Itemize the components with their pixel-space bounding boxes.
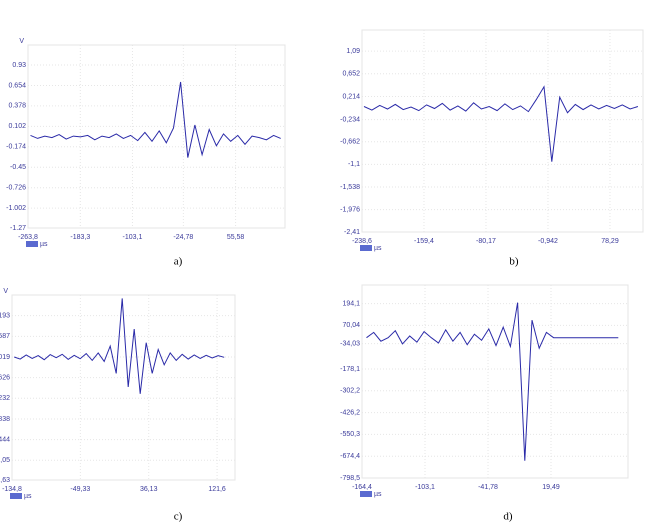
x-axis-label: µs	[24, 493, 32, 500]
x-tick-label: 36,13	[140, 486, 158, 493]
y-tick-label: -0.726	[6, 185, 26, 192]
y-axis-label: V	[19, 38, 24, 45]
y-tick-label: -34,03	[340, 341, 360, 348]
y-tick-label: -1,1	[348, 161, 360, 168]
y-tick-label: -0,234	[340, 116, 360, 123]
y-tick-label: -0,662	[340, 139, 360, 146]
caption: b)	[509, 256, 519, 268]
y-tick-label: -2,41	[344, 229, 360, 236]
x-tick-label: -134,8	[2, 486, 22, 493]
caption: d)	[503, 511, 513, 523]
x-tick-label: -41,78	[478, 484, 498, 491]
x-tick-label: -103,1	[123, 234, 143, 241]
signal-line	[30, 81, 281, 158]
y-tick-label: -798,5	[340, 475, 360, 482]
x-axis-label: µs	[374, 245, 382, 252]
x-tick-label: -263,8	[18, 234, 38, 241]
y-tick-label: 0,214	[342, 93, 360, 100]
x-tick-label: 78,29	[601, 238, 619, 245]
y-tick-label: -1,838	[0, 416, 10, 423]
y-tick-label: -550,3	[340, 431, 360, 438]
y-tick-label: -1,538	[340, 184, 360, 191]
x-tick-label: -49,33	[70, 486, 90, 493]
y-tick-label: 194,1	[342, 300, 360, 307]
y-tick-label: -674,4	[340, 453, 360, 460]
x-tick-label: -0,942	[538, 238, 558, 245]
x-tick-label: 121,6	[208, 486, 226, 493]
y-tick-label: 70,04	[342, 322, 360, 329]
plot-area	[27, 44, 286, 229]
x-tick-label: -238,6	[352, 238, 372, 245]
y-tick-label: -1,976	[340, 206, 360, 213]
x-tick-label: -159,4	[414, 238, 434, 245]
axis-badge	[10, 493, 22, 499]
y-tick-label: 0.654	[8, 82, 26, 89]
y-axis-label: V	[3, 288, 8, 295]
signal-line	[363, 85, 639, 162]
x-tick-label: -103,1	[415, 484, 435, 491]
y-tick-label: -2,444	[0, 436, 10, 443]
y-tick-label: -1.002	[6, 205, 26, 212]
y-tick-label: 0.102	[8, 123, 26, 130]
y-tick-label: -0.45	[10, 164, 26, 171]
x-tick-label: 55,58	[227, 234, 245, 241]
y-tick-label: -1.27	[10, 225, 26, 232]
signal-line	[14, 298, 225, 394]
y-tick-label: 0,587	[0, 333, 10, 340]
x-axis-label: µs	[374, 491, 382, 498]
y-tick-label: 1,193	[0, 313, 10, 320]
axis-badge	[360, 491, 372, 497]
y-tick-label: -1,232	[0, 395, 10, 402]
plot-area	[361, 284, 629, 479]
y-tick-label: 0.378	[8, 103, 26, 110]
y-tick-label: 1,09	[346, 48, 360, 55]
x-tick-label: -24,78	[173, 234, 193, 241]
x-axis-label: µs	[40, 241, 48, 248]
signal-line	[366, 302, 619, 461]
caption: c)	[174, 511, 183, 523]
y-tick-label: -302,2	[340, 388, 360, 395]
y-tick-label: 0,652	[342, 71, 360, 78]
y-tick-label: 0.93	[12, 62, 26, 69]
plot-area	[11, 294, 236, 481]
axis-badge	[26, 241, 38, 247]
x-tick-label: -80,17	[476, 238, 496, 245]
plot-area	[361, 29, 644, 233]
caption: a)	[174, 256, 183, 268]
y-tick-label: -0,019	[0, 354, 10, 361]
y-tick-label: -426,2	[340, 409, 360, 416]
y-tick-label: -3,63	[0, 477, 10, 484]
x-tick-label: -164,4	[352, 484, 372, 491]
y-tick-label: -0.174	[6, 144, 26, 151]
y-tick-label: -3,05	[0, 457, 10, 464]
y-tick-label: -0,626	[0, 374, 10, 381]
y-tick-label: -178,1	[340, 366, 360, 373]
axis-badge	[360, 245, 372, 251]
x-tick-label: -183,3	[70, 234, 90, 241]
x-tick-label: 19,49	[542, 484, 560, 491]
